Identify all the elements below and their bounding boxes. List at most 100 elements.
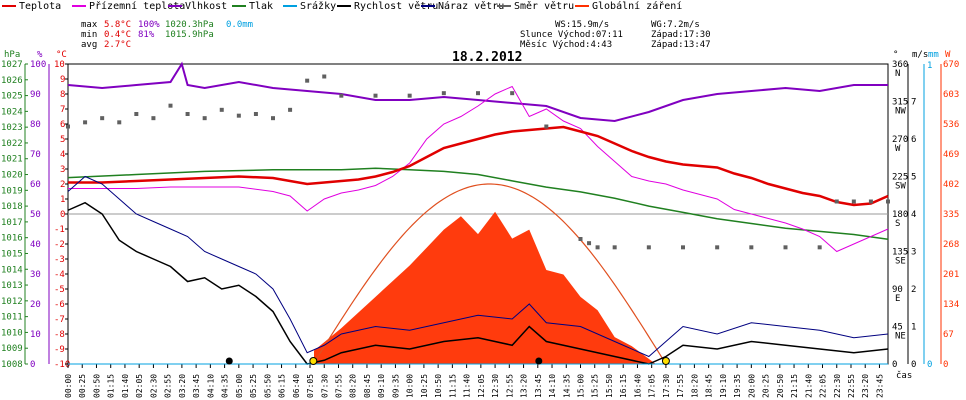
- tick-dir-label: N: [895, 69, 900, 79]
- tick-wind: 5: [911, 173, 916, 183]
- tick-temp: 3: [60, 165, 65, 175]
- tick-hpa: 1012: [1, 297, 23, 307]
- stat-min-temp: 0.4°C: [104, 30, 132, 40]
- tick-pct: 80: [30, 120, 41, 130]
- tick-pct: 50: [30, 210, 41, 220]
- tick-hpa: 1027: [1, 60, 23, 70]
- tick-x: 15:00: [577, 374, 586, 398]
- wind-dir-point: [168, 103, 173, 108]
- tick-temp: -3: [54, 255, 65, 265]
- tick-rad: 0: [943, 360, 948, 370]
- axis-unit-wind: m/s: [912, 50, 928, 60]
- tick-x: 12:55: [505, 374, 514, 398]
- tick-x: 04:35: [221, 374, 230, 398]
- tick-temp: -7: [54, 315, 65, 325]
- tick-hpa: 1021: [1, 155, 23, 165]
- sun-set: Západ:17:30: [651, 30, 711, 40]
- tick-x: 15:50: [605, 374, 614, 398]
- tick-hpa: 1016: [1, 234, 23, 244]
- tick-x: 16:15: [619, 374, 628, 398]
- wind-dir-point: [595, 245, 600, 250]
- tick-wind: 0: [911, 360, 916, 370]
- tick-temp: -8: [54, 330, 65, 340]
- wind-dir-point: [236, 113, 241, 118]
- series-wind-speed: [67, 201, 889, 365]
- series-humidity: [67, 61, 888, 123]
- tick-temp: 0: [60, 210, 65, 220]
- tick-x: 20:00: [747, 374, 756, 398]
- legend-swatch: [497, 5, 511, 7]
- tick-temp: 10: [54, 60, 65, 70]
- tick-rad: 134: [943, 300, 959, 310]
- legend-label: Globální záření: [592, 1, 683, 12]
- tick-rain: 1: [927, 61, 932, 71]
- tick-hpa: 1024: [1, 107, 23, 117]
- legend-item: Srážky: [283, 1, 336, 12]
- stat-min-press: 1015.9hPa: [165, 30, 214, 40]
- stat-avg-label: avg: [81, 40, 98, 50]
- tick-dir: 90: [892, 285, 903, 295]
- legend-swatch: [232, 5, 246, 7]
- tick-x: 20:25: [762, 374, 771, 398]
- stat-min-hum: 81%: [138, 30, 155, 40]
- legend-swatch: [168, 5, 182, 7]
- wind-dir-point: [219, 107, 224, 112]
- axis-unit-rain: mm: [928, 50, 939, 60]
- tick-x: 21:15: [790, 374, 799, 398]
- tick-temp: 4: [60, 150, 65, 160]
- wind-dir-point: [868, 199, 873, 204]
- tick-dir-label: SE: [895, 257, 906, 267]
- tick-temp: 5: [60, 135, 65, 145]
- tick-x: 02:30: [149, 374, 158, 398]
- tick-x: 23:45: [875, 374, 884, 398]
- axis-label-x: čas: [896, 370, 912, 381]
- tick-temp: 7: [60, 105, 65, 115]
- tick-dir: 225: [892, 173, 908, 183]
- tick-x: 10:25: [420, 374, 429, 398]
- tick-rad: 268: [943, 240, 959, 250]
- tick-x: 21:40: [804, 374, 813, 398]
- tick-x: 00:25: [78, 374, 87, 398]
- wind-dir-point: [510, 91, 515, 96]
- wind-dir-point: [476, 91, 480, 96]
- tick-hpa: 1025: [1, 92, 23, 102]
- wind-dir-point: [134, 112, 139, 116]
- legend-label: Rychlost větru: [354, 1, 439, 12]
- series-wind-gust: [67, 175, 889, 358]
- tick-pct: 0: [30, 360, 35, 370]
- wind-dir-point: [587, 241, 592, 246]
- legend-label: Vlhkost: [185, 1, 228, 12]
- tick-x: 01:15: [107, 374, 116, 398]
- tick-rad: 67: [943, 330, 954, 340]
- wind-dir-point: [117, 120, 122, 125]
- stat-min-label: min: [81, 30, 98, 40]
- tick-x: 18:20: [690, 374, 699, 398]
- tick-dir-label: NW: [895, 107, 906, 117]
- legend-item: Vlhkost: [168, 1, 227, 12]
- tick-x: 23:20: [861, 374, 870, 398]
- tick-dir-label: W: [895, 144, 901, 154]
- legend-item: Teplota: [2, 1, 61, 12]
- wind-dir-point: [851, 199, 856, 204]
- tick-hpa: 1008: [1, 360, 23, 370]
- sun-wg: WG:7.2m/s: [651, 20, 700, 30]
- stat-max-rain: 0.0mm: [226, 20, 254, 30]
- wind-dir-point: [305, 78, 310, 83]
- tick-rain: 0: [927, 360, 932, 370]
- tick-dir: 45: [892, 323, 903, 333]
- tick-hpa: 1026: [1, 76, 23, 86]
- tick-x: 00:00: [64, 374, 73, 398]
- tick-x: 12:05: [477, 374, 486, 398]
- legend-label: Přízemní teplota: [89, 1, 186, 12]
- stat-avg-temp: 2.7°C: [104, 40, 132, 50]
- legend-swatch: [337, 5, 351, 7]
- legend-swatch: [575, 5, 589, 7]
- wind-dir-point: [612, 245, 617, 250]
- tick-hpa: 1018: [1, 202, 23, 212]
- wind-dir-point: [202, 116, 207, 121]
- wind-dir-point: [271, 116, 275, 121]
- tick-temp: -6: [54, 300, 65, 310]
- tick-hpa: 1020: [1, 171, 23, 181]
- tick-hpa: 1011: [1, 313, 23, 323]
